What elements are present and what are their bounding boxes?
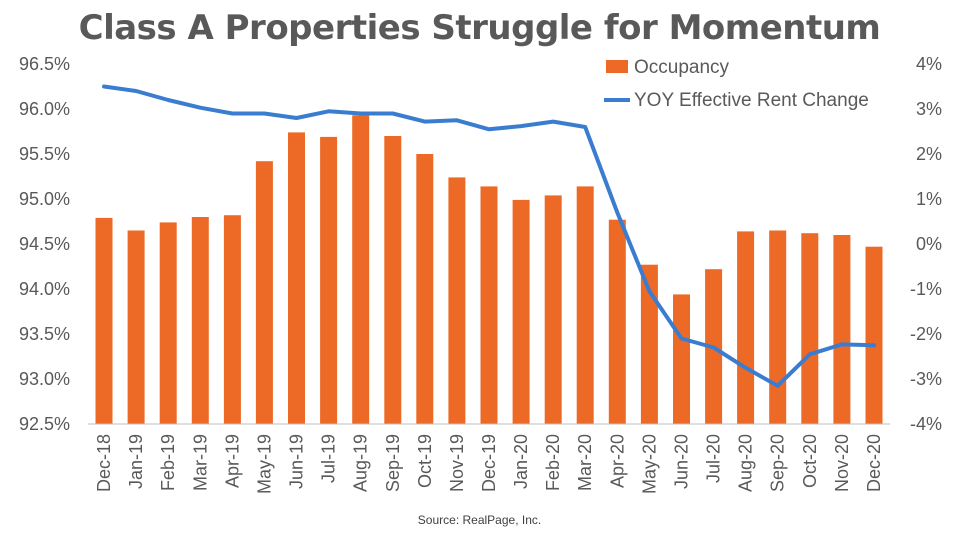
left-axis: 92.5% 93.0% 93.5% 94.0% 94.5% 95.0% 95.5% 96.0%… xyxy=(19,54,70,434)
x-axis-tick-label: Aug-20 xyxy=(736,434,756,492)
legend-swatch-occupancy xyxy=(606,60,628,73)
x-axis-tick-label: May-20 xyxy=(639,434,659,494)
right-axis-tick-label: 0% xyxy=(916,234,942,254)
x-axis-tick-label: Nov-19 xyxy=(447,434,467,492)
occupancy-bar xyxy=(833,235,851,424)
left-axis-tick-label: 96.0% xyxy=(19,99,70,119)
x-axis-tick-label: Sep-20 xyxy=(768,434,788,492)
occupancy-bar xyxy=(576,186,594,424)
legend-label-rent-change: YOY Effective Rent Change xyxy=(634,90,869,111)
x-axis-tick-label: Feb-20 xyxy=(543,434,563,491)
occupancy-bar xyxy=(608,219,626,424)
occupancy-bar xyxy=(223,215,241,424)
right-axis-tick-label: 4% xyxy=(916,54,942,74)
occupancy-bar xyxy=(673,294,690,424)
occupancy-bar xyxy=(191,217,209,424)
occupancy-bar xyxy=(480,186,498,424)
right-axis-tick-label: 2% xyxy=(916,144,942,164)
x-axis-tick-label: Feb-19 xyxy=(158,434,178,491)
occupancy-bar xyxy=(448,177,466,424)
x-axis-tick-label: Oct-20 xyxy=(800,434,820,488)
x-axis-tick-label: Jan-20 xyxy=(511,434,531,489)
occupancy-bar xyxy=(416,154,434,424)
left-axis-tick-label: 94.5% xyxy=(19,234,70,254)
occupancy-bar xyxy=(352,115,370,425)
occupancy-bar xyxy=(288,132,305,424)
left-axis-tick-label: 95.0% xyxy=(19,189,70,209)
chart-title: Class A Properties Struggle for Momentum xyxy=(78,8,881,48)
occupancy-bar xyxy=(865,246,883,424)
right-axis-tick-label: -1% xyxy=(910,279,942,299)
bars-layer xyxy=(95,115,883,425)
legend-label-occupancy: Occupancy xyxy=(634,57,730,78)
occupancy-bar xyxy=(320,136,338,424)
x-axis-tick-label: Jul-19 xyxy=(319,434,339,483)
x-axis-tick-label: May-19 xyxy=(254,434,274,494)
occupancy-bar xyxy=(255,161,273,424)
x-axis-tick-label: Nov-20 xyxy=(832,434,852,492)
x-axis-tick-label: Mar-20 xyxy=(575,434,595,491)
x-axis-tick-label: Jun-19 xyxy=(287,434,307,489)
occupancy-bar xyxy=(801,233,819,424)
left-axis-tick-label: 92.5% xyxy=(19,414,70,434)
occupancy-bar xyxy=(640,264,658,424)
x-axis-tick-label: Oct-19 xyxy=(415,434,435,488)
line-layer xyxy=(102,84,876,388)
left-axis-tick-label: 93.0% xyxy=(19,369,70,389)
x-axis-tick-label: Aug-19 xyxy=(351,434,371,492)
legend: Occupancy YOY Effective Rent Change xyxy=(604,57,869,111)
occupancy-bar xyxy=(95,217,113,424)
right-axis: -4% -3% -2% -1% 0% 1% 2% 3% 4% xyxy=(910,54,942,434)
right-axis-tick-label: -3% xyxy=(910,369,942,389)
x-axis-tick-label: Apr-19 xyxy=(222,434,242,488)
occupancy-bar xyxy=(127,230,145,424)
left-axis-tick-label: 96.5% xyxy=(19,54,70,74)
x-axis-tick-label: Dec-18 xyxy=(94,434,114,492)
right-axis-tick-label: 3% xyxy=(916,99,942,119)
x-axis-tick-label: Apr-20 xyxy=(607,434,627,488)
x-axis-tick-label: Dec-19 xyxy=(479,434,499,492)
occupancy-bar xyxy=(159,222,177,424)
x-axis-tick-label: Jun-20 xyxy=(672,434,692,489)
occupancy-bar xyxy=(544,195,562,424)
x-axis-tick-label: Jul-20 xyxy=(704,434,724,483)
occupancy-bar xyxy=(384,136,402,424)
x-axis: Dec-18 Jan-19 Feb-19 Mar-19 Apr-19 May-19 Jun-… xyxy=(94,434,884,494)
right-axis-tick-label: 1% xyxy=(916,189,942,209)
left-axis-tick-label: 94.0% xyxy=(19,279,70,299)
x-axis-tick-label: Dec-20 xyxy=(864,434,884,492)
x-axis-tick-label: Jan-19 xyxy=(126,434,146,489)
occupancy-bar xyxy=(512,199,530,424)
left-axis-tick-label: 95.5% xyxy=(19,144,70,164)
source-note: Source: RealPage, Inc. xyxy=(417,513,542,527)
x-axis-tick-label: Sep-19 xyxy=(383,434,403,492)
left-axis-tick-label: 93.5% xyxy=(19,324,70,344)
right-axis-tick-label: -2% xyxy=(910,324,942,344)
right-axis-tick-label: -4% xyxy=(910,414,942,434)
x-axis-tick-label: Mar-19 xyxy=(190,434,210,491)
occupancy-bar xyxy=(769,230,787,424)
occupancy-bar xyxy=(737,231,755,424)
